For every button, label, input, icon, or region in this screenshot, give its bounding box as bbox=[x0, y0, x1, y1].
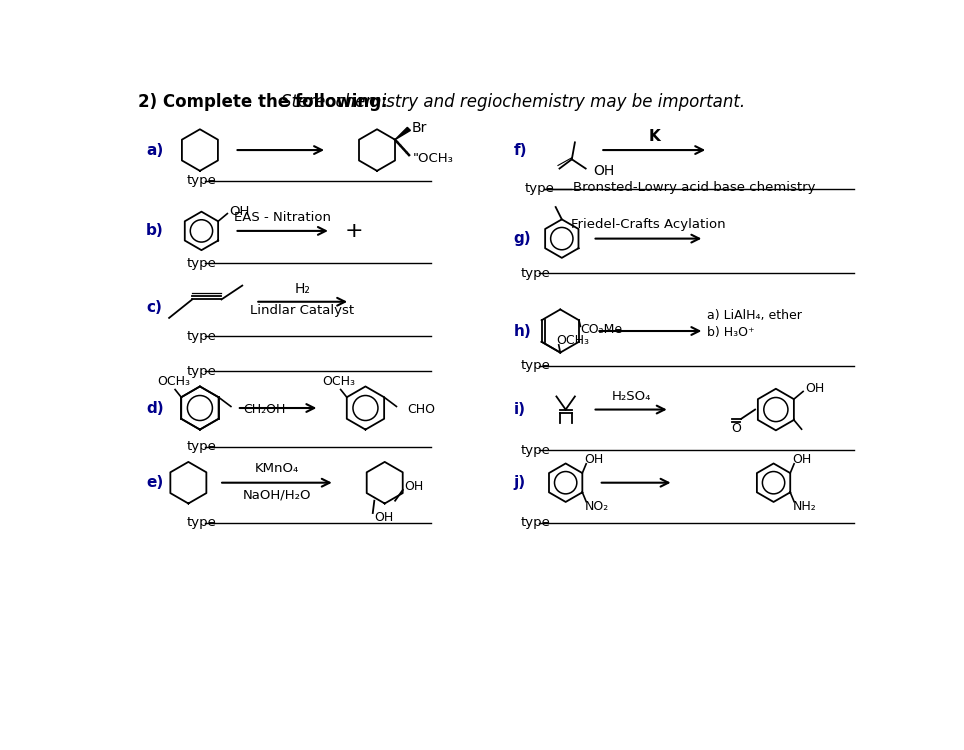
Text: CHO: CHO bbox=[407, 403, 435, 416]
Text: H₂: H₂ bbox=[294, 282, 310, 296]
Text: OH: OH bbox=[792, 453, 812, 466]
Text: OH: OH bbox=[374, 512, 393, 524]
Text: OH: OH bbox=[594, 164, 615, 178]
Text: type: type bbox=[524, 182, 554, 195]
Text: OH: OH bbox=[228, 205, 250, 218]
Text: type: type bbox=[521, 359, 550, 372]
Text: a) LiAlH₄, ether: a) LiAlH₄, ether bbox=[707, 309, 801, 322]
Text: CO₂Me: CO₂Me bbox=[580, 323, 623, 336]
Text: d): d) bbox=[146, 400, 164, 416]
Text: OCH₃: OCH₃ bbox=[556, 334, 589, 346]
Text: EAS - Nitration: EAS - Nitration bbox=[234, 211, 331, 224]
Text: OCH₃: OCH₃ bbox=[157, 375, 190, 388]
Polygon shape bbox=[395, 128, 411, 140]
Text: Lindlar Catalyst: Lindlar Catalyst bbox=[251, 304, 355, 317]
Text: j): j) bbox=[513, 476, 525, 490]
Text: +: + bbox=[344, 221, 363, 241]
Text: Bronsted-Lowry acid base chemistry: Bronsted-Lowry acid base chemistry bbox=[574, 182, 816, 194]
Text: type: type bbox=[187, 516, 217, 530]
Text: type: type bbox=[187, 256, 217, 270]
Text: type: type bbox=[521, 444, 550, 457]
Text: K: K bbox=[649, 129, 660, 144]
Text: NaOH/H₂O: NaOH/H₂O bbox=[243, 488, 311, 502]
Text: CH₂OH: CH₂OH bbox=[243, 403, 285, 416]
Text: h): h) bbox=[513, 323, 531, 338]
Text: NH₂: NH₂ bbox=[792, 500, 817, 513]
Text: type: type bbox=[187, 330, 217, 343]
Text: b) H₃O⁺: b) H₃O⁺ bbox=[707, 326, 754, 339]
Text: KMnO₄: KMnO₄ bbox=[254, 462, 299, 476]
Text: i): i) bbox=[513, 402, 525, 417]
Text: OH: OH bbox=[404, 480, 423, 494]
Text: H₂SO₄: H₂SO₄ bbox=[611, 390, 651, 403]
Text: Br: Br bbox=[412, 121, 427, 135]
Text: type: type bbox=[187, 440, 217, 453]
Text: OCH₃: OCH₃ bbox=[323, 375, 356, 388]
Text: type: type bbox=[187, 174, 217, 188]
Text: OH: OH bbox=[806, 382, 824, 394]
Text: "OCH₃: "OCH₃ bbox=[413, 152, 454, 165]
Text: c): c) bbox=[146, 300, 162, 315]
Text: Stereochemistry and regiochemistry may be important.: Stereochemistry and regiochemistry may b… bbox=[281, 93, 745, 111]
Text: e): e) bbox=[146, 476, 163, 490]
Text: g): g) bbox=[513, 231, 531, 246]
Text: O: O bbox=[731, 422, 740, 434]
Text: a): a) bbox=[146, 142, 163, 158]
Text: 2) Complete the following:: 2) Complete the following: bbox=[138, 93, 393, 111]
Text: type: type bbox=[187, 364, 217, 377]
Text: Friedel-Crafts Acylation: Friedel-Crafts Acylation bbox=[571, 218, 725, 231]
Text: NO₂: NO₂ bbox=[584, 500, 609, 513]
Text: OH: OH bbox=[584, 453, 603, 466]
Text: type: type bbox=[521, 267, 550, 280]
Text: f): f) bbox=[513, 142, 526, 158]
Text: type: type bbox=[521, 516, 550, 530]
Text: b): b) bbox=[146, 224, 164, 238]
